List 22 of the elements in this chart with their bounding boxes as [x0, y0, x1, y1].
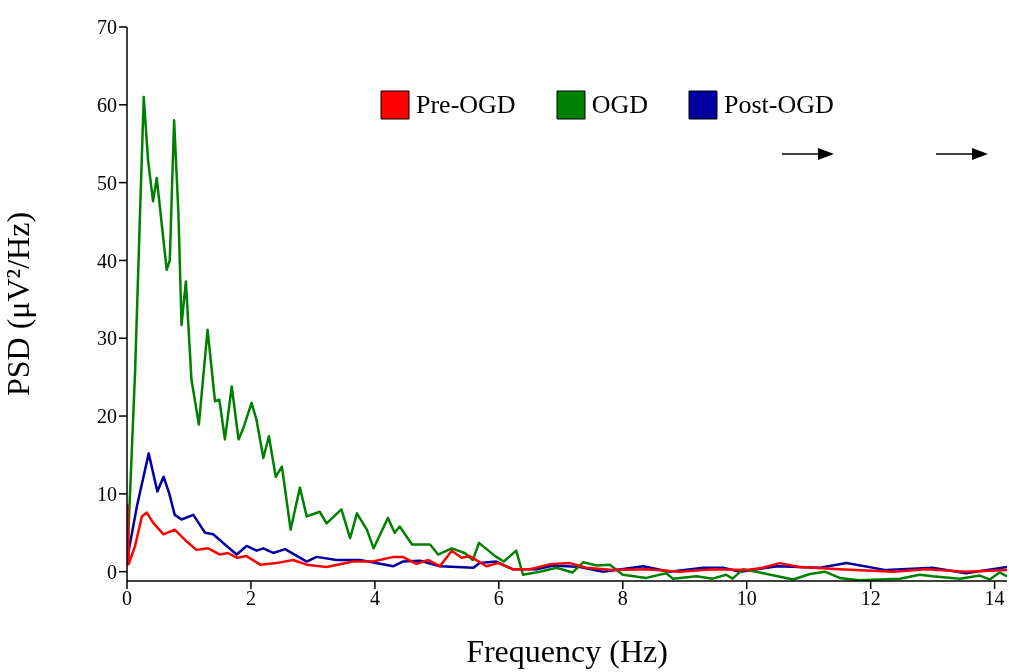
y-tick-label: 70 — [97, 16, 117, 39]
y-axis-title: PSD (μV²/Hz) — [0, 211, 37, 397]
x-tick-label: 6 — [493, 587, 504, 610]
legend-label: Post-OGD — [724, 90, 834, 120]
y-tick-label: 10 — [97, 482, 117, 505]
x-tick-label: 2 — [245, 587, 256, 610]
x-tick-label: 14 — [984, 587, 1005, 610]
y-tick-label: 20 — [97, 405, 117, 428]
legend-label: Pre-OGD — [416, 90, 516, 120]
line-series — [127, 504, 1007, 573]
y-tick-label: 30 — [97, 327, 117, 350]
x-tick-label: 12 — [860, 587, 881, 610]
y-tick-label: 40 — [97, 249, 117, 272]
x-tick-label: 10 — [736, 587, 757, 610]
y-tick-label: 60 — [97, 93, 117, 116]
y-tick-label: 50 — [97, 171, 117, 194]
legend-label: OGD — [591, 90, 648, 120]
x-tick-label: 8 — [617, 587, 628, 610]
y-tick-label: 0 — [107, 560, 117, 583]
x-axis-title: Frequency (Hz) — [466, 633, 668, 669]
x-tick-label: 4 — [369, 587, 380, 610]
x-tick-label: 0 — [122, 587, 132, 610]
